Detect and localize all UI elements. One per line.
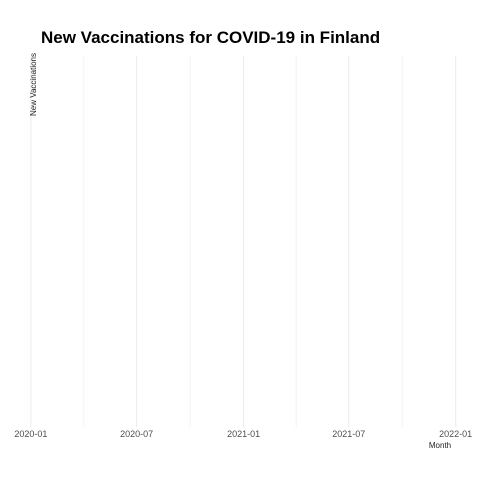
grid-layer (30, 56, 457, 427)
x-tick-label: 2020-01 (14, 429, 47, 439)
x-axis-label: Month (429, 441, 451, 450)
y-axis-label: New Vaccinations (29, 53, 38, 116)
chart-title: New Vaccinations for COVID-19 in Finland (41, 28, 380, 47)
x-tick-label: 2021-01 (227, 429, 260, 439)
x-tick-label: 2022-01 (439, 429, 472, 439)
x-tick-labels: 2020-01 2020-07 2021-01 2021-07 2022-01 (14, 429, 472, 439)
x-tick-label: 2021-07 (332, 429, 365, 439)
x-tick-label: 2020-07 (120, 429, 153, 439)
